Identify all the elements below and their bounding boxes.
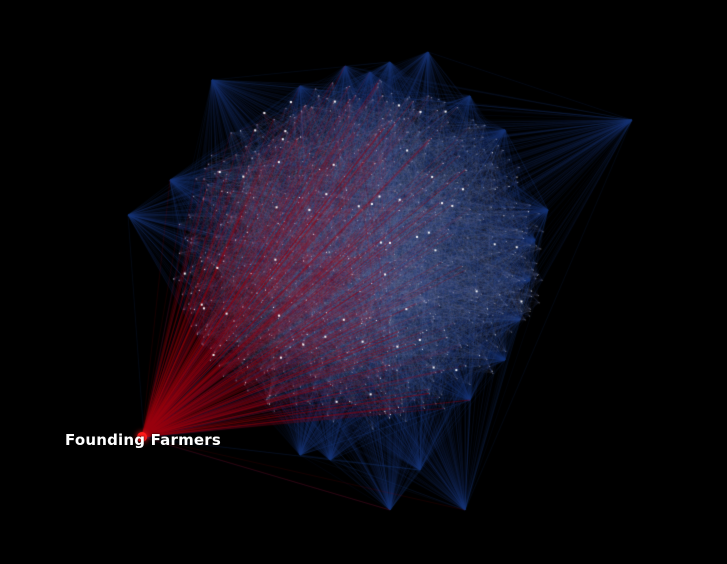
highlighted-node-label: Founding Farmers [65,431,222,449]
